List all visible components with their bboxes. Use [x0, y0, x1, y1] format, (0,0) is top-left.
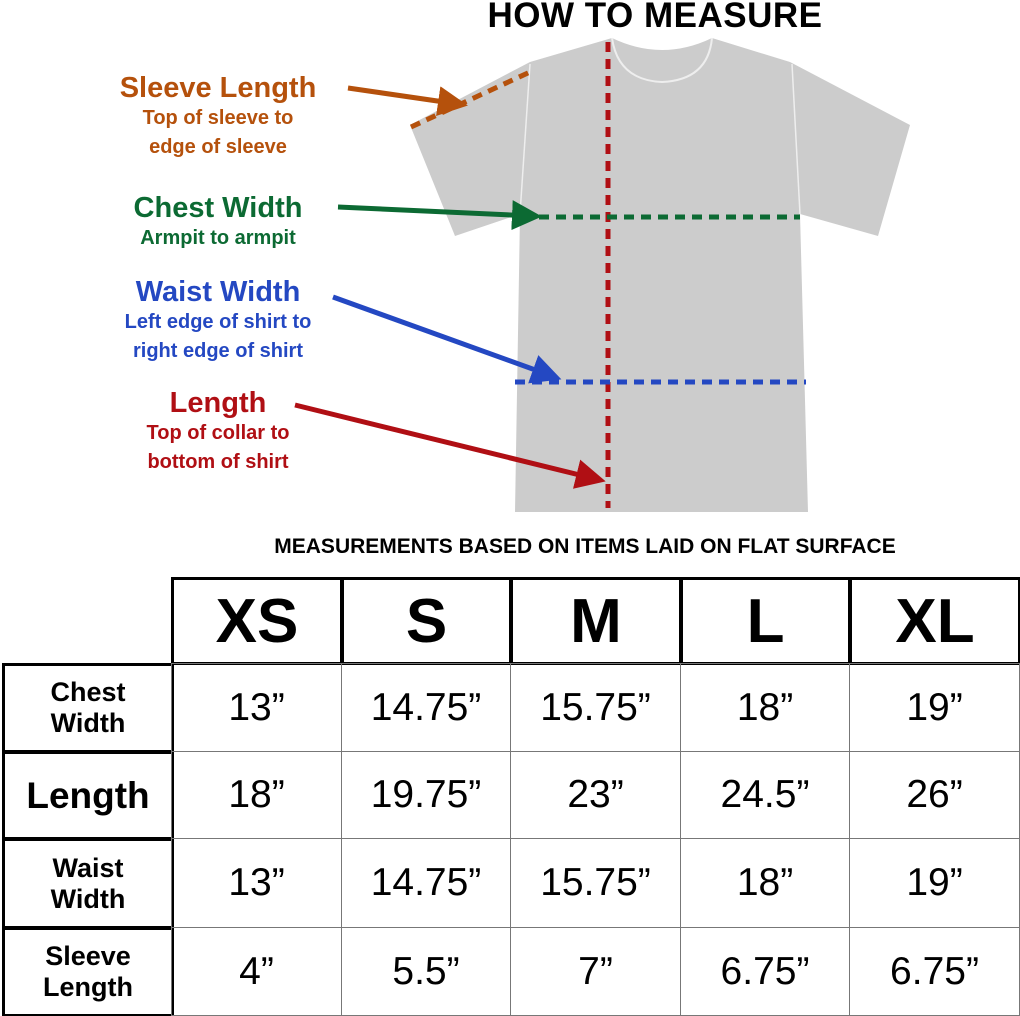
- length-label: Length Top of collar to bottom of shirt: [53, 387, 383, 477]
- table-cell: 26”: [849, 751, 1020, 839]
- sleeve-desc-2: edge of sleeve: [149, 136, 287, 158]
- table-cell: 19.75”: [341, 751, 511, 839]
- sleeve-line: [409, 69, 532, 130]
- sleeve-desc-1: Top of sleeve to: [142, 107, 294, 129]
- table-cell: 24.5”: [680, 751, 850, 839]
- table-cell: 18”: [680, 838, 850, 928]
- table-cell: 13”: [171, 838, 342, 928]
- collar: [611, 37, 713, 84]
- sleeve-seam-right: [791, 63, 801, 215]
- row-label-line-1: Sleeve: [45, 941, 131, 971]
- chest-heading: Chest Width: [133, 192, 303, 224]
- table-cell: 18”: [680, 663, 850, 752]
- table-caption: MEASUREMENTS BASED ON ITEMS LAID ON FLAT…: [274, 535, 896, 558]
- waist-heading: Waist Width: [135, 276, 301, 308]
- size-header-m: M: [510, 577, 682, 665]
- row-label: Sleeve Length: [2, 927, 174, 1016]
- table-cell: 19”: [849, 838, 1020, 928]
- length-arrow: [294, 402, 606, 489]
- shirt-shape: [410, 38, 910, 512]
- table-cell: 15.75”: [510, 663, 681, 752]
- length-heading: Length: [169, 387, 267, 419]
- chest-desc-1: Armpit to armpit: [140, 227, 296, 249]
- table-cell: 6.75”: [849, 927, 1020, 1016]
- row-label-line-2: Width: [50, 708, 126, 738]
- waist-desc-1: Left edge of shirt to: [124, 311, 312, 333]
- table-cell: 15.75”: [510, 838, 681, 928]
- size-header-xl: XL: [849, 577, 1020, 665]
- waist-desc-2: right edge of shirt: [133, 340, 303, 362]
- table-cell: 23”: [510, 751, 681, 839]
- length-desc-2: bottom of shirt: [147, 451, 289, 473]
- row-label-line-1: Length: [26, 775, 150, 816]
- sleeve-label: Sleeve Length Top of sleeve to edge of s…: [53, 72, 383, 162]
- length-desc-1: Top of collar to: [146, 422, 290, 444]
- size-header-xs: XS: [171, 577, 343, 665]
- waist-label: Waist Width Left edge of shirt to right …: [53, 276, 383, 366]
- table-cell: 14.75”: [341, 838, 511, 928]
- size-header-s: S: [341, 577, 512, 665]
- sleeve-heading: Sleeve Length: [119, 72, 317, 104]
- table-cell: 5.5”: [341, 927, 511, 1016]
- table-cell: 19”: [849, 663, 1020, 752]
- table-cell: 13”: [171, 663, 342, 752]
- table-cell: 7”: [510, 927, 681, 1016]
- sleeve-seam-left: [519, 63, 531, 215]
- row-label: Chest Width: [2, 663, 174, 753]
- shirt-diagram: [294, 37, 910, 512]
- chest-label: Chest Width Armpit to armpit: [53, 192, 383, 253]
- row-label-line-2: Length: [43, 972, 133, 1002]
- chest-arrow: [337, 200, 542, 231]
- row-label: Length: [2, 751, 174, 840]
- table-cell: 6.75”: [680, 927, 850, 1016]
- page-title: HOW TO MEASURE: [487, 0, 823, 35]
- table-cell: 18”: [171, 751, 342, 839]
- row-label-line-1: Chest: [50, 677, 126, 707]
- row-label-line-1: Waist: [52, 852, 124, 883]
- table-cell: 4”: [171, 927, 342, 1016]
- waist-arrow: [332, 294, 562, 384]
- sleeve-arrow: [347, 85, 468, 116]
- table-cell: 14.75”: [341, 663, 511, 752]
- size-header-l: L: [680, 577, 851, 665]
- row-label-line-2: Width: [50, 883, 126, 914]
- row-label: Waist Width: [2, 838, 174, 929]
